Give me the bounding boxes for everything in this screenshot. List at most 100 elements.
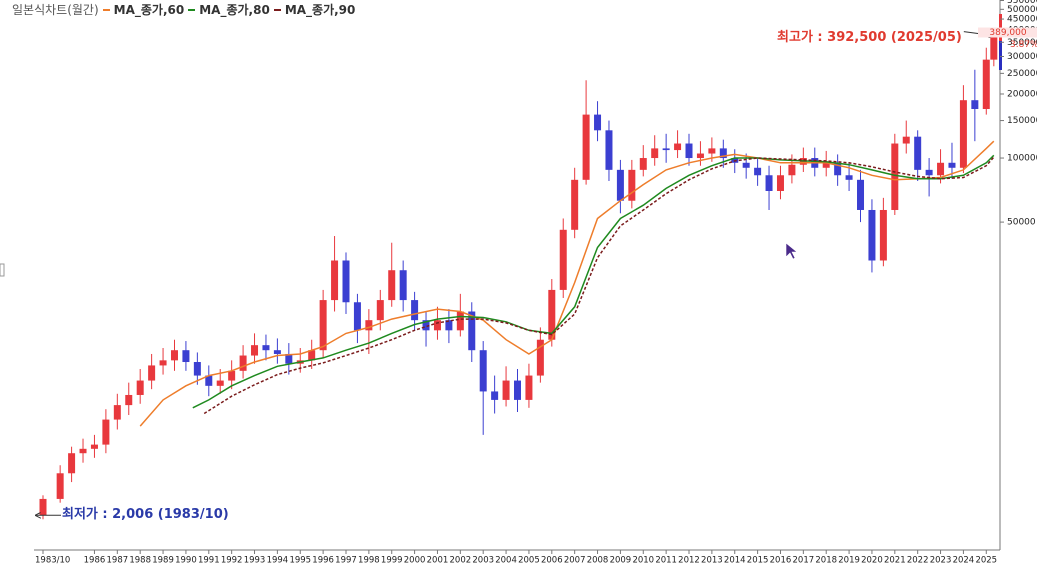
y-tick-label: 500000 [1007, 5, 1037, 15]
x-tick-label: 2024 [953, 556, 975, 565]
x-tick-label: 1990 [175, 556, 197, 565]
candle-body [136, 380, 144, 395]
x-tick-label: 2004 [495, 556, 517, 565]
candle-body [536, 339, 544, 376]
chart-title: 일본식차트(월간) [12, 3, 99, 17]
candle-body [525, 375, 533, 400]
x-tick-label: 1992 [221, 556, 243, 565]
legend-label: MA_종가,80 [199, 3, 270, 17]
ma-line [192, 154, 995, 409]
candle-body [113, 405, 121, 420]
candle-body [125, 394, 133, 406]
scroll-handle [0, 263, 5, 277]
candle-body [159, 360, 167, 366]
y-tick-label: 300000 [1007, 52, 1037, 62]
legend-swatch [102, 8, 110, 11]
y-tick-label: 200000 [1007, 89, 1037, 99]
candle-body [914, 136, 922, 170]
x-tick-label: 2001 [427, 556, 449, 565]
legend-swatch [188, 8, 196, 11]
x-tick-label: 2014 [724, 556, 746, 565]
legend-label: MA_종가,90 [284, 3, 356, 17]
candle-body [879, 209, 887, 261]
candle-body [514, 380, 521, 400]
candle-body [193, 362, 201, 376]
price-range-bar-up [999, 14, 1002, 41]
legend-label: MA_종가,60 [113, 3, 185, 17]
last-price-label: 389,000 [989, 28, 1026, 38]
x-tick-label: 1986 [84, 556, 106, 565]
candle-body [376, 300, 384, 321]
candle-body [262, 345, 270, 351]
candle-body [788, 164, 796, 176]
x-tick-label: 2007 [564, 556, 586, 565]
candle-body [170, 350, 178, 361]
candle-body [765, 175, 773, 191]
ma-line [203, 156, 995, 415]
y-tick-label: 100000 [1007, 154, 1037, 164]
candle-body [662, 148, 670, 151]
x-tick-label: 2019 [838, 556, 860, 565]
x-tick-label: 2022 [907, 556, 929, 565]
candle-body [285, 353, 293, 364]
x-tick-label: 1997 [335, 556, 357, 565]
candle-body [776, 175, 784, 191]
x-tick-label: 1983/10 [35, 556, 70, 565]
candle-body [68, 453, 76, 474]
x-tick-label: 2020 [861, 556, 883, 565]
x-tick-label: 2021 [884, 556, 906, 565]
candle-body [308, 350, 316, 361]
candle-body [433, 320, 441, 331]
candle-body [479, 350, 487, 392]
annotation-label: 최고가 : 392,500 (2025/05) [777, 30, 962, 45]
x-tick-label: 2017 [793, 556, 815, 565]
candle-body [822, 162, 830, 168]
candle-body [468, 311, 476, 351]
candle-body [445, 320, 453, 331]
candle-body [411, 300, 419, 321]
candle-body [891, 143, 899, 210]
candle-body [56, 473, 64, 499]
candle-body [399, 270, 407, 301]
candle-body [868, 209, 876, 261]
x-tick-label: 2012 [678, 556, 700, 565]
annotation-label: 최저가 : 2,006 (1983/10) [62, 507, 229, 522]
x-tick-label: 1988 [129, 556, 151, 565]
candle-body [342, 260, 350, 303]
candle-body [742, 162, 750, 168]
x-tick-label: 2010 [632, 556, 654, 565]
candle-body [971, 100, 979, 110]
x-tick-label: 2015 [747, 556, 769, 565]
x-tick-label: 1993 [244, 556, 266, 565]
candle-body [925, 169, 933, 176]
legend-item: MA_종가,80 [188, 1, 270, 18]
candle-body [845, 175, 853, 180]
legend: 일본식차트(월간) MA_종가,60 MA_종가,80 MA_종가,90 [0, 0, 360, 19]
candle-body [353, 302, 361, 331]
change-label: 3.87% [1010, 40, 1037, 50]
candle-body [708, 148, 716, 154]
candle-body [148, 365, 156, 381]
ma-line [139, 140, 995, 427]
candle-body [559, 229, 567, 290]
candle-body [616, 169, 624, 201]
candle-body [502, 380, 510, 400]
x-tick-label: 2002 [450, 556, 472, 565]
candle-body [422, 320, 430, 331]
x-tick-label: 2008 [587, 556, 609, 565]
x-tick-label: 1994 [267, 556, 289, 565]
x-tick-label: 1991 [198, 556, 220, 565]
candle-body [582, 114, 590, 180]
y-tick-label: 50000 [1007, 218, 1036, 228]
candle-body [834, 162, 842, 176]
y-tick-label: 250000 [1007, 69, 1037, 79]
y-tick-label: 450000 [1007, 15, 1037, 25]
x-tick-label: 1987 [107, 556, 129, 565]
candle-body [937, 162, 945, 176]
x-tick-label: 2006 [541, 556, 563, 565]
x-tick-label: 1996 [312, 556, 334, 565]
y-tick-label: 550000 [1007, 0, 1037, 6]
x-tick-label: 1998 [358, 556, 380, 565]
